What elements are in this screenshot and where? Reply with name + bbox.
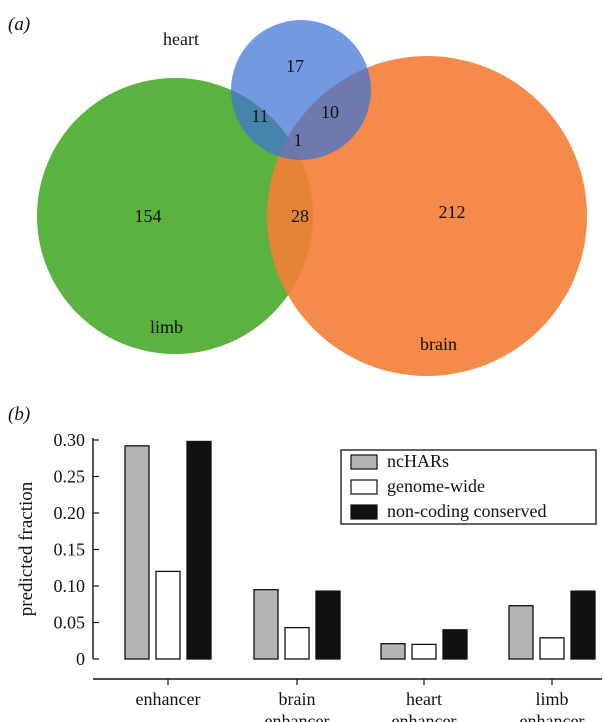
count-limb-brain: 28	[291, 206, 309, 226]
y-axis-label: predicted fraction	[16, 481, 37, 616]
legend-label-genome-wide: genome-wide	[387, 476, 485, 496]
x-tick-label: brain	[279, 689, 316, 709]
x-tick-label: enhancer	[265, 711, 330, 722]
heart-label: heart	[163, 29, 199, 49]
bar	[186, 440, 212, 660]
x-tick-label: heart	[406, 689, 442, 709]
count-heart-limb: 11	[251, 106, 268, 126]
x-tick-label: enhancer	[392, 711, 457, 722]
y-tick-label: 0.30	[54, 430, 86, 450]
bar	[155, 570, 181, 660]
bar	[411, 643, 437, 660]
x-tick-label: limb	[535, 689, 568, 709]
brain-label: brain	[420, 334, 457, 354]
legend-box	[340, 449, 597, 525]
panel-b-label: (b)	[8, 404, 30, 425]
y-axis: 0 0.05 0.10 0.15 0.20 0.25 0.30	[54, 430, 99, 669]
y-tick-label: 0.05	[54, 613, 86, 633]
limb-circle	[37, 78, 313, 354]
y-tick-label: 0.15	[54, 540, 86, 560]
y-tick-label: 0.25	[54, 467, 86, 487]
y-tick-label: 0.20	[54, 503, 86, 523]
bars	[124, 440, 596, 660]
limb-label: limb	[150, 317, 183, 337]
x-tick-label: enhancer	[136, 689, 201, 709]
legend-label-non-coding-conserved: non-coding conserved	[387, 501, 546, 521]
bar	[284, 626, 310, 660]
bar	[508, 605, 534, 660]
count-brain-only: 212	[439, 202, 466, 222]
count-heart-only: 17	[286, 56, 304, 76]
bar	[253, 589, 279, 660]
legend-swatch-non-coding-conserved	[350, 504, 378, 520]
bar-chart: (b) predicted fraction 0 0.05 0.10 0.15 0.20…	[8, 404, 602, 722]
legend: ncHARs genome-wide non-coding conserved	[340, 449, 597, 525]
y-tick-label: 0.10	[54, 576, 86, 596]
x-axis: enhancer brain enhancer heart enhancer limb en…	[93, 678, 602, 722]
x-tick-label: enhancer	[520, 711, 585, 722]
count-all-three: 1	[294, 130, 303, 150]
y-tick-label: 0	[76, 649, 85, 669]
bar	[570, 590, 596, 660]
legend-swatch-genome-wide	[350, 479, 378, 495]
legend-swatch-nchars	[350, 454, 378, 470]
bar	[539, 637, 565, 660]
bar	[442, 629, 468, 660]
bar	[315, 590, 341, 660]
count-limb-only: 154	[135, 206, 162, 226]
bar	[380, 643, 406, 660]
venn-diagram: (a) heart limb brain 17 11 10 1 154 28 2…	[8, 14, 587, 376]
count-heart-brain: 10	[321, 102, 339, 122]
heart-circle	[231, 20, 371, 160]
panel-a-label: (a)	[8, 14, 30, 35]
legend-label-nchars: ncHARs	[387, 451, 449, 471]
bar	[124, 445, 150, 660]
